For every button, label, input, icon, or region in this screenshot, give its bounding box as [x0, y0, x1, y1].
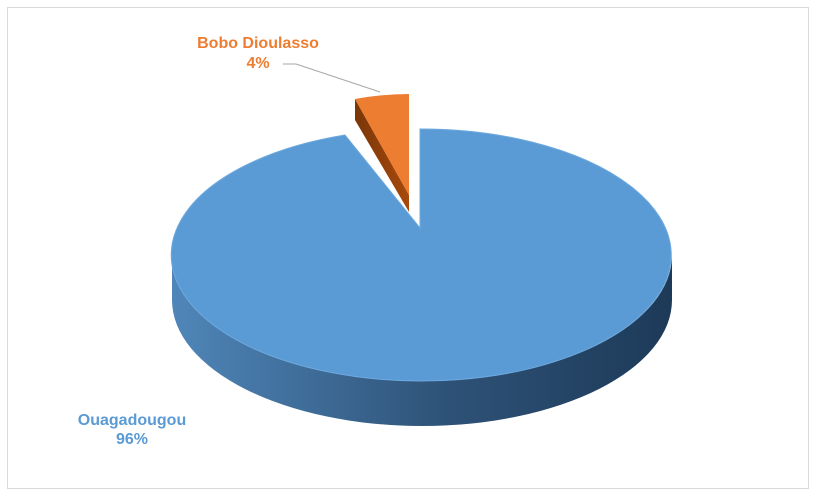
label-bobo-dioulasso-name: Bobo Dioulasso	[197, 35, 319, 52]
leader-line-bobo-dioulasso	[283, 63, 381, 93]
label-ouagadougou-percent: 96%	[116, 431, 148, 448]
slice-top-bobo-dioulasso	[355, 94, 409, 195]
label-ouagadougou-name: Ouagadougou	[78, 412, 186, 429]
slice-side-ouagadougou	[172, 255, 672, 426]
slice-top-ouagadougou	[170, 128, 672, 382]
label-bobo-dioulasso-percent: 4%	[246, 55, 269, 72]
slice-side-bobo-dioulasso	[355, 99, 409, 212]
